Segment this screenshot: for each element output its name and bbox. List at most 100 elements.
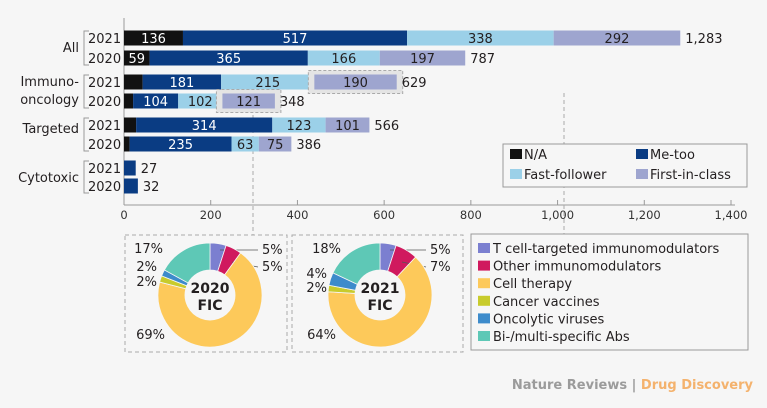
x-tick-label: 400 bbox=[286, 208, 308, 222]
pie-2020-slice bbox=[163, 242, 211, 284]
x-tick-label: 600 bbox=[373, 208, 395, 222]
pie-legend-box bbox=[470, 233, 749, 351]
bar-total-label: 32 bbox=[143, 180, 160, 195]
legend-label: Fast-follower bbox=[524, 168, 607, 183]
pie-2020-slice-label: 5% bbox=[262, 243, 283, 258]
group-bracket bbox=[83, 117, 89, 152]
pie-legend-label: Oncolytic viruses bbox=[493, 312, 605, 327]
bar-segment-label: 102 bbox=[188, 95, 213, 110]
pie-2020-slice-label: 2% bbox=[136, 260, 157, 275]
year-label: 2021 bbox=[88, 32, 121, 47]
pie-box-2020 bbox=[124, 234, 288, 353]
pie-legend-swatch bbox=[478, 278, 490, 289]
pie-2021-slice-label: 4% bbox=[306, 267, 327, 282]
bar-legend-box bbox=[502, 143, 748, 188]
group-bracket bbox=[83, 30, 89, 66]
bar-total-label: 566 bbox=[374, 119, 399, 134]
pie-2020-slice-label: 69% bbox=[136, 328, 165, 343]
pie-2020-center-year: 2020 bbox=[191, 281, 230, 297]
bar-segment-label: 365 bbox=[216, 52, 241, 67]
x-tick-label: 200 bbox=[200, 208, 222, 222]
pie-2021-slice-label: 2% bbox=[306, 281, 327, 296]
year-label: 2020 bbox=[88, 52, 121, 67]
bar-segment-label: 292 bbox=[605, 32, 630, 47]
bar-segment-label: 197 bbox=[410, 52, 435, 67]
legend-label: Me-too bbox=[650, 148, 695, 163]
bar-segment-label: 338 bbox=[468, 32, 493, 47]
group-label: oncology bbox=[20, 93, 79, 108]
x-tick-label: 1,000 bbox=[541, 208, 574, 222]
legend-swatch bbox=[510, 149, 522, 159]
x-tick-label: 1,200 bbox=[628, 208, 661, 222]
bar-segment-fast-follower bbox=[407, 30, 554, 46]
pie-2021-slice-label: 7% bbox=[430, 260, 451, 275]
bar-total-label: 348 bbox=[280, 95, 305, 110]
pie-legend-swatch bbox=[478, 243, 490, 253]
bar-segment-n-a bbox=[124, 136, 130, 152]
group-label: All bbox=[63, 41, 79, 56]
bar-segment-fast-follower bbox=[272, 117, 326, 133]
x-tick-label: 800 bbox=[460, 208, 482, 222]
bar-segment-label: 181 bbox=[169, 76, 194, 91]
bar-segment-me-too bbox=[129, 136, 232, 152]
bar-total-label: 787 bbox=[470, 52, 495, 67]
bar-segment-n-a bbox=[124, 74, 143, 90]
pie-2021-center-fic: FIC bbox=[367, 298, 392, 314]
bar-segment-label: 190 bbox=[343, 76, 368, 91]
pie-2021-slice bbox=[332, 242, 381, 285]
group-label: Immuno- bbox=[20, 75, 79, 90]
bar-segment-n-a bbox=[124, 30, 183, 46]
bar-segment-n-a bbox=[124, 117, 137, 133]
bar-segment-me-too bbox=[149, 50, 308, 66]
bar-total-label: 386 bbox=[296, 138, 321, 153]
pie-2021-slice-label: 18% bbox=[312, 242, 341, 257]
pie-legend-label: Cell therapy bbox=[493, 277, 572, 292]
credit-separator: | bbox=[627, 378, 641, 393]
x-tick-label: 1,400 bbox=[715, 208, 748, 222]
group-label: Targeted bbox=[22, 122, 79, 137]
bar-segment-first-in-class bbox=[314, 74, 397, 90]
credit: Nature Reviews | Drug Discovery bbox=[512, 378, 753, 393]
bar-segment-label: 59 bbox=[129, 52, 146, 67]
pie-2021-slice bbox=[327, 256, 433, 348]
bar-segment-me-too bbox=[182, 30, 408, 46]
pie-legend-swatch bbox=[478, 295, 490, 306]
bar-segment-label: 75 bbox=[267, 138, 284, 153]
pie-legend-swatch bbox=[478, 331, 490, 341]
bar-segment-label: 517 bbox=[283, 32, 308, 47]
bar-segment-label: 166 bbox=[331, 52, 356, 67]
legend-label: N/A bbox=[524, 148, 547, 163]
bar-segment-me-too bbox=[124, 178, 138, 194]
bar-segment-me-too bbox=[133, 93, 179, 109]
legend-swatch bbox=[636, 149, 648, 159]
group-bracket bbox=[83, 160, 89, 194]
pie-2020-slice-label: 17% bbox=[134, 242, 163, 257]
year-label: 2020 bbox=[88, 180, 121, 195]
pie-2020-center-fic: FIC bbox=[197, 298, 222, 314]
bar-segment-label: 314 bbox=[192, 119, 217, 134]
pie-legend-swatch bbox=[478, 313, 490, 324]
pie-box-2021 bbox=[291, 234, 464, 353]
bar-segment-fast-follower bbox=[178, 93, 223, 109]
bar-segment-n-a bbox=[124, 93, 134, 109]
bar-segment-label: 235 bbox=[168, 138, 193, 153]
pie-2020-slice-label: 2% bbox=[136, 275, 157, 290]
pie-legend-label: Cancer vaccines bbox=[493, 295, 600, 310]
bar-segment-label: 101 bbox=[335, 119, 360, 134]
pie-legend-label: Bi-/multi-specific Abs bbox=[493, 330, 630, 345]
pie-2020-slice bbox=[157, 252, 263, 348]
bar-segment-label: 136 bbox=[141, 32, 166, 47]
bar-segment-first-in-class bbox=[222, 93, 275, 109]
pie-2021-slice-label: 64% bbox=[307, 328, 336, 343]
bar-segment-label: 121 bbox=[236, 95, 261, 110]
bar-segment-label: 63 bbox=[237, 138, 254, 153]
year-label: 2021 bbox=[88, 119, 121, 134]
bar-segment-fast-follower bbox=[231, 136, 259, 152]
legend-swatch bbox=[510, 169, 522, 179]
pie-legend-label: T cell-targeted immunomodulators bbox=[492, 242, 719, 257]
year-label: 2021 bbox=[88, 76, 121, 91]
legend-swatch bbox=[636, 169, 648, 179]
year-label: 2020 bbox=[88, 138, 121, 153]
bar-segment-fast-follower bbox=[307, 50, 380, 66]
